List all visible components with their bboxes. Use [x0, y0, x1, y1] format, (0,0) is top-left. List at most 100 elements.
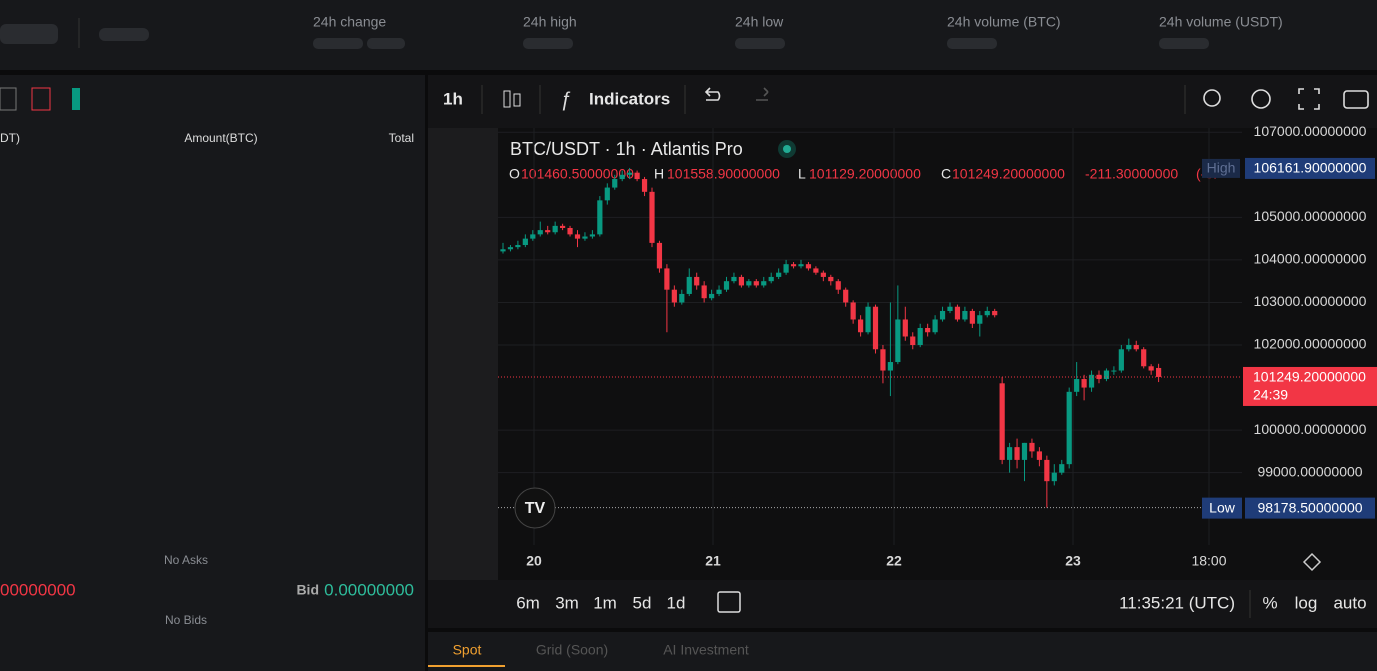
y-tick-label: 107000.00000000 [1254, 123, 1367, 139]
candle-body [1081, 379, 1087, 388]
scale-option[interactable]: log [1295, 593, 1318, 612]
screenshot-icon[interactable] [1343, 90, 1369, 109]
candle-body [701, 285, 707, 299]
candle-body [582, 236, 588, 239]
tabs-bar [428, 632, 1377, 671]
ohlc-label: H [654, 166, 664, 182]
candle-body [694, 276, 700, 286]
tab[interactable]: AI Investment [663, 642, 749, 658]
candle-body [954, 306, 961, 320]
candle-body [1118, 349, 1124, 371]
tab[interactable]: Grid (Soon) [536, 642, 608, 658]
date-range-icon[interactable] [717, 591, 741, 613]
candle-body [1036, 451, 1042, 460]
settings-icon[interactable] [1251, 89, 1271, 109]
ohlc-label: C [941, 166, 951, 182]
placeholder [313, 38, 363, 49]
candle-body [828, 276, 834, 282]
low-tag [1202, 497, 1242, 519]
column-header: Total [389, 131, 414, 145]
time-axis [498, 545, 1242, 580]
range-button[interactable]: 1d [667, 593, 686, 612]
undo-icon[interactable] [704, 87, 721, 101]
candle-type-icon[interactable] [503, 90, 511, 108]
candle-body [783, 264, 789, 273]
candle-body [865, 306, 871, 333]
high-tag [1202, 158, 1240, 178]
column-header: DT) [0, 131, 20, 145]
range-button[interactable]: 6m [516, 593, 540, 612]
candle-body [723, 281, 730, 290]
candle-body [753, 281, 759, 286]
stat-label: 24h volume (USDT) [1159, 14, 1283, 30]
last-price-marker [1243, 366, 1377, 406]
candle-body [612, 179, 618, 188]
candle-body [962, 310, 968, 320]
candle-body [820, 272, 826, 277]
candle-body [634, 172, 640, 180]
layout-icon[interactable] [72, 88, 80, 110]
ohlc-value: 101249.20000000 [952, 166, 1065, 182]
search-icon[interactable] [1203, 89, 1221, 107]
candle-body [1014, 447, 1020, 460]
candle-body [731, 276, 737, 282]
candle-body [545, 230, 551, 233]
candle-body [589, 234, 595, 237]
candle-body [969, 310, 975, 324]
chart-title: BTC/USDT · 1h · Atlantis Pro [510, 139, 743, 159]
candle-body [872, 306, 879, 350]
candle-body [530, 234, 536, 239]
ohlc-value: 101558.90000000 [667, 166, 780, 182]
candle-body [686, 276, 692, 294]
scale-option[interactable]: auto [1333, 593, 1366, 612]
clock: 11:35:21 (UTC) [1119, 593, 1235, 612]
fx-icon[interactable]: ƒ [560, 88, 571, 110]
candle-body [843, 289, 849, 303]
candle-body [671, 289, 677, 303]
candle-body [768, 276, 774, 282]
indicators-button[interactable]: Indicators [589, 89, 670, 108]
candle-body [910, 336, 916, 346]
layout-icon[interactable] [0, 87, 17, 111]
candle-body [858, 319, 864, 333]
candle-body [507, 247, 514, 250]
candle-body [522, 238, 528, 246]
candle-body [709, 293, 715, 299]
range-button[interactable]: 1m [593, 593, 617, 612]
scale-option[interactable]: % [1262, 593, 1277, 612]
y-tick-label: 102000.00000000 [1254, 336, 1367, 352]
range-button[interactable]: 5d [633, 593, 652, 612]
low-marker [1245, 497, 1375, 519]
range-button[interactable]: 3m [555, 593, 579, 612]
interval-button[interactable]: 1h [443, 89, 463, 108]
no-asks: No Asks [164, 553, 208, 567]
candle-type-icon[interactable] [513, 93, 521, 107]
axis-settings-icon[interactable] [1302, 552, 1322, 572]
candle-body [761, 281, 767, 286]
candle-body [1126, 345, 1132, 350]
ohlc-label: L [798, 166, 806, 182]
placeholder [523, 38, 573, 49]
candle-body [813, 268, 819, 273]
tab[interactable]: Spot [453, 642, 482, 658]
x-tick-label: 20 [526, 553, 542, 569]
tv-logo-mark: TV [525, 500, 546, 517]
candle-body [746, 281, 752, 286]
candle-body [1021, 442, 1028, 460]
change-value: -211.30000000 [1085, 166, 1178, 182]
y-tick-label: 105000.00000000 [1254, 208, 1367, 224]
candle-body [1088, 374, 1095, 388]
fullscreen-icon[interactable] [1298, 88, 1320, 110]
bid-label: Bid [296, 582, 319, 598]
redo-icon[interactable] [756, 87, 769, 101]
layout-icon[interactable] [31, 87, 51, 111]
x-tick-label: 18:00 [1191, 553, 1226, 569]
candle-body [515, 245, 521, 248]
no-bids: No Bids [165, 613, 207, 627]
ohlc-value: 101460.50000000 [521, 166, 634, 182]
tv-logo[interactable] [514, 487, 556, 529]
ohlc-value: 101129.20000000 [809, 166, 921, 182]
candle-body [619, 174, 625, 180]
candle-body [880, 349, 886, 371]
